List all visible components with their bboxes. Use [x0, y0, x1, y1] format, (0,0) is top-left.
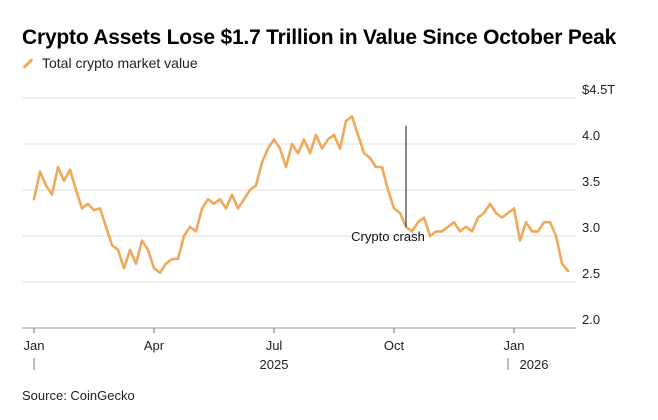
annotation-label: Crypto crash: [351, 229, 425, 244]
year-label-0: 2025: [260, 357, 289, 372]
chart-title: Crypto Assets Lose $1.7 Trillion in Valu…: [22, 26, 617, 49]
x-tick-label-2: Jul: [266, 338, 283, 353]
y-tick-label-2: 3.5: [582, 174, 600, 189]
series-line-total-crypto-market-value: [32, 115, 570, 275]
y-tick-label-0: $4.5T: [582, 82, 615, 97]
y-tick-label-5: 2.0: [582, 312, 600, 327]
year-label-1: 2026: [520, 357, 549, 372]
x-tick-label-3: Oct: [384, 338, 405, 353]
y-tick-label-3: 3.0: [582, 220, 600, 235]
chart-legend: Total crypto market value: [22, 55, 198, 71]
x-tick-label-0: Jan: [24, 338, 45, 353]
y-tick-label-1: 4.0: [582, 128, 600, 143]
source-note: Source: CoinGecko: [22, 388, 135, 403]
x-tick-label-1: Apr: [144, 338, 165, 353]
legend-label: Total crypto market value: [42, 55, 198, 71]
x-tick-label-4: Jan: [504, 338, 525, 353]
y-tick-label-4: 2.5: [582, 266, 600, 281]
